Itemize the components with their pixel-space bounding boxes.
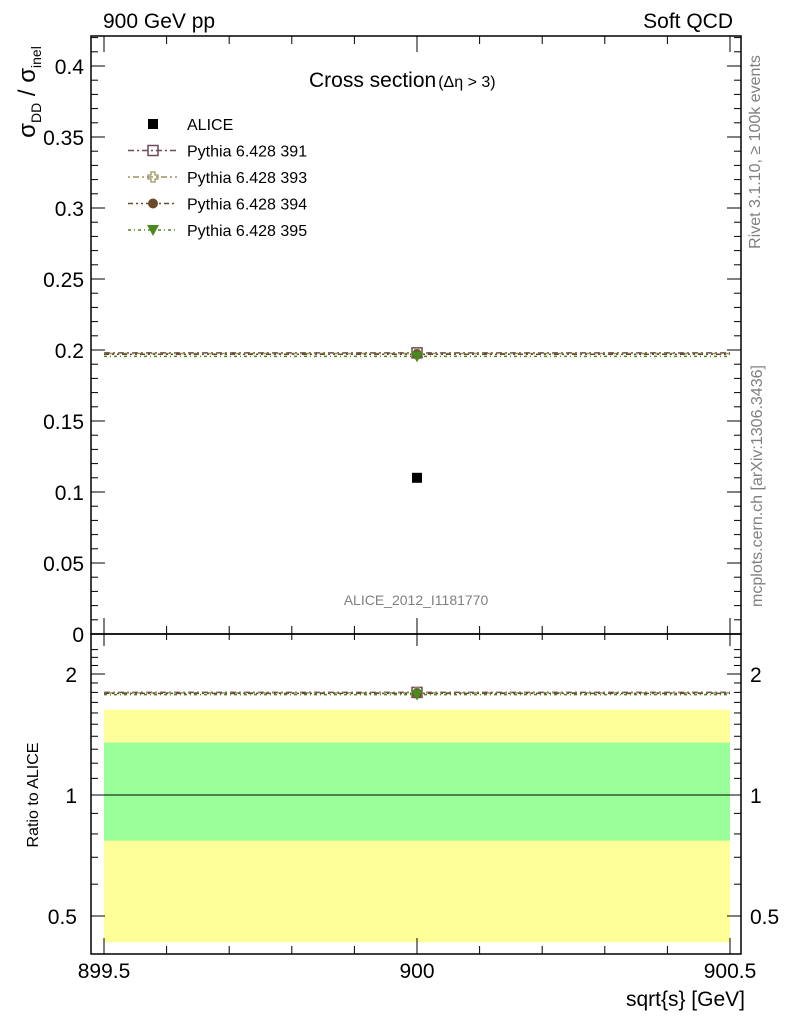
main-point-0 — [412, 472, 422, 483]
legend: ALICE Pythia 6.428 391 Pythia 6.428 393 Pyt… — [128, 117, 307, 240]
axis-ticks — [91, 36, 741, 954]
legend-entry: Pythia 6.428 395 — [128, 223, 307, 240]
rivet-label: Rivet 3.1.10, ≥ 100k events — [747, 55, 764, 249]
legend-entry: Pythia 6.428 393 — [128, 170, 307, 187]
ratio-ytick-label-right: 2 — [750, 664, 762, 687]
main-ytick-label: 0 — [72, 624, 84, 647]
main-ytick-label: 0.35 — [43, 127, 84, 150]
mcplots-label: mcplots.cern.ch [arXiv:1306.3436] — [749, 365, 766, 607]
ratio-ytick-label: 2 — [65, 664, 77, 687]
main-y-tick-labels: 0 0.05 0.1 0.15 0.2 0.25 0.3 0.35 0.4 — [43, 56, 84, 647]
main-series-markers — [411, 347, 423, 483]
legend-entry: Pythia 6.428 394 — [128, 197, 307, 214]
ratio-y-tick-labels: 0.5 0.5 1 1 2 2 — [48, 664, 779, 929]
legend-marker — [148, 198, 158, 209]
ratio-point-3 — [411, 689, 423, 701]
main-point-4 — [411, 351, 423, 363]
main-y-axis-label: σDD / σinel — [14, 46, 44, 138]
legend-marker — [147, 171, 159, 183]
legend-entry: Pythia 6.428 391 — [128, 144, 307, 161]
legend-label: Pythia 6.428 394 — [187, 197, 307, 214]
ratio-y-axis-label: Ratio to ALICE — [25, 743, 42, 848]
xtick-label: 899.5 — [78, 960, 131, 983]
legend-label: Pythia 6.428 391 — [187, 144, 307, 161]
header-left: 900 GeV pp — [103, 10, 215, 33]
main-ytick-label: 0.25 — [43, 269, 84, 292]
ratio-frame — [90, 633, 742, 955]
x-tick-labels: 899.5 900 900.5 — [78, 960, 757, 983]
legend-marker — [147, 144, 159, 157]
legend-entry: ALICE — [148, 117, 233, 134]
main-ytick-label: 0.15 — [43, 411, 84, 434]
main-ytick-label: 0.05 — [43, 553, 84, 576]
main-ytick-label: 0.3 — [55, 198, 84, 221]
ratio-series-markers — [411, 686, 423, 701]
ratio-ytick-label: 0.5 — [48, 906, 77, 929]
legend-marker — [147, 225, 159, 236]
header-right: Soft QCD — [643, 10, 733, 33]
legend-label: Pythia 6.428 393 — [187, 170, 307, 187]
main-ytick-label: 0.2 — [55, 340, 84, 363]
legend-label: Pythia 6.428 395 — [187, 223, 307, 240]
legend-label: ALICE — [187, 117, 233, 134]
ratio-ytick-label: 1 — [65, 785, 77, 808]
xtick-label: 900 — [399, 960, 434, 983]
xtick-label: 900.5 — [704, 960, 757, 983]
main-ytick-label: 0.1 — [55, 482, 84, 505]
x-axis-label: sqrt{s} [GeV] — [626, 988, 745, 1011]
analysis-watermark: ALICE_2012_I1181770 — [344, 592, 489, 608]
main-ytick-label: 0.4 — [55, 56, 85, 79]
ratio-ytick-label-right: 1 — [750, 785, 762, 808]
ratio-bands — [104, 709, 730, 943]
chart-title: Cross section (Δη > 3) — [309, 69, 496, 92]
ratio-band-1 — [104, 742, 730, 841]
legend-marker — [148, 119, 158, 129]
ratio-ytick-label-right: 0.5 — [750, 906, 779, 929]
